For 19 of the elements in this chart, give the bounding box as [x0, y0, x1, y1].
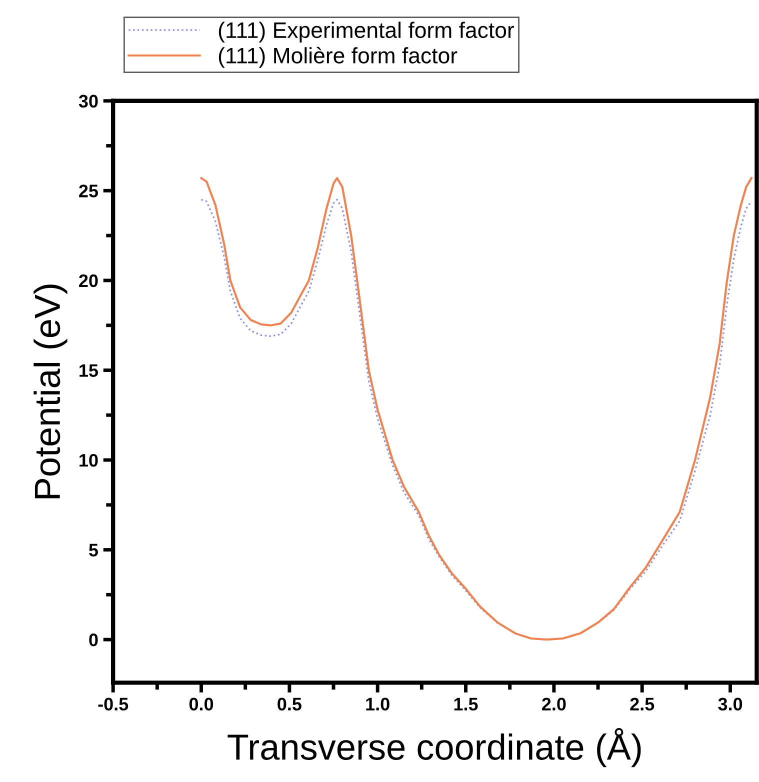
- x-tick-label: -0.5: [98, 698, 128, 711]
- x-tick-label: 2.5: [630, 698, 654, 711]
- y-tick-label: 30: [78, 94, 98, 108]
- legend-label: (111) Experimental form factor: [218, 22, 514, 42]
- x-tick-label: 1.5: [454, 698, 478, 711]
- y-tick-label: 15: [80, 364, 98, 377]
- x-tick-label: 0.5: [278, 698, 302, 711]
- x-tick-label: 3.0: [718, 698, 742, 711]
- y-tick-label: 25: [79, 184, 98, 198]
- legend-label: (111) Molière form factor: [218, 46, 458, 68]
- y-axis-title: Potential (eV): [34, 284, 68, 498]
- x-tick-label: 1.0: [366, 698, 390, 711]
- y-tick-label: 10: [80, 454, 98, 467]
- y-tick-label: 5: [89, 544, 98, 557]
- y-tick-label: 20: [79, 274, 98, 288]
- x-axis-title: Transverse coordinate (Å): [228, 728, 641, 768]
- x-tick-label: 0.0: [189, 698, 214, 711]
- y-tick-label: 0: [89, 634, 98, 646]
- x-tick-label: 2.0: [542, 698, 566, 711]
